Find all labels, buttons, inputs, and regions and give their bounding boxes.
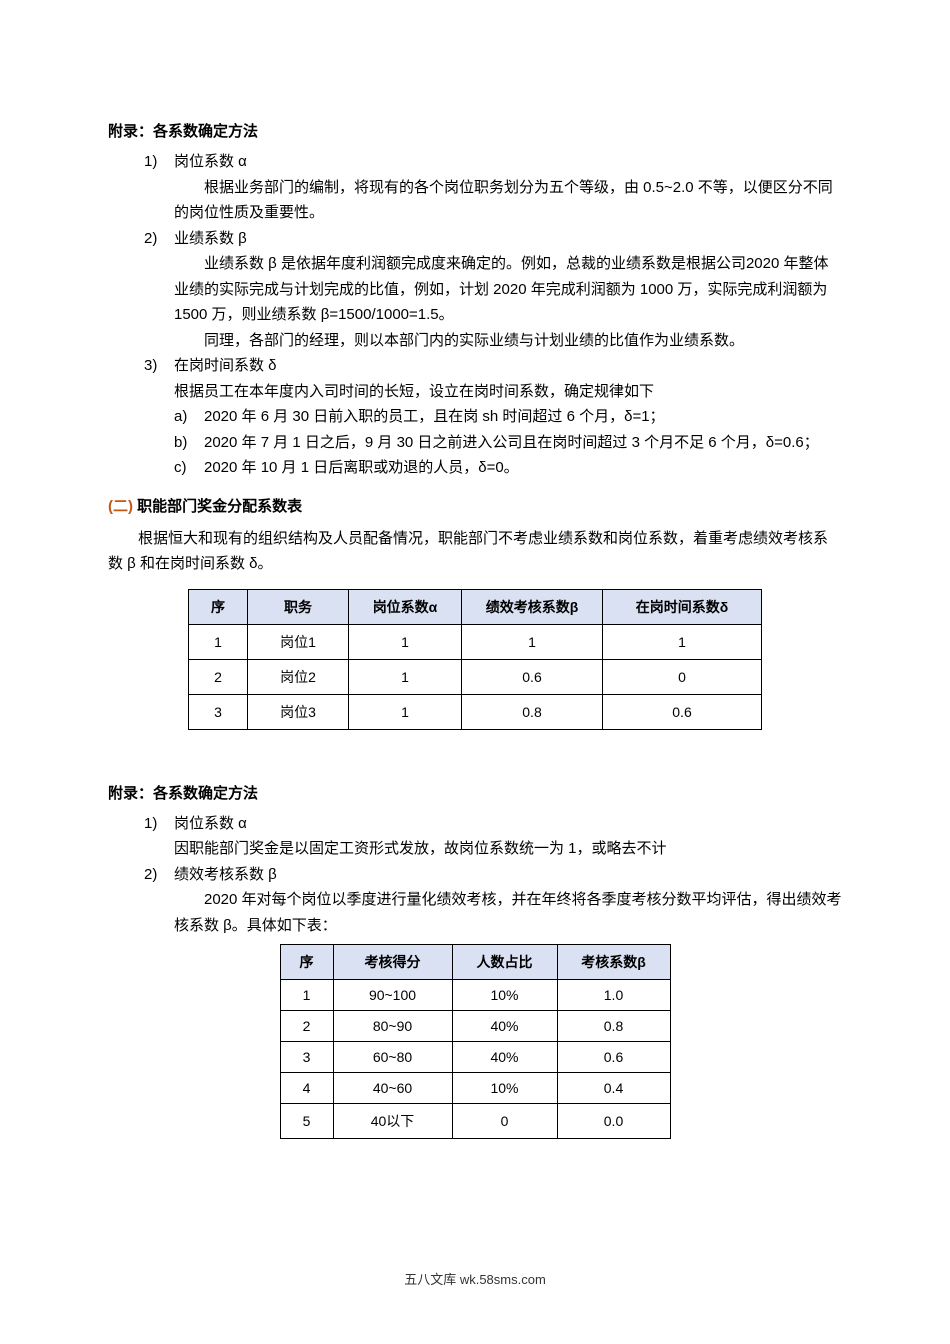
- item-name: 岗位系数 α: [174, 811, 842, 837]
- table-cell: 10%: [452, 980, 557, 1011]
- sub-ordinal: b): [174, 430, 204, 456]
- table-header-row: 序 职务 岗位系数α 绩效考核系数β 在岗时间系数δ: [189, 589, 762, 624]
- appendix2-item-2: 2) 绩效考核系数 β: [144, 862, 842, 888]
- appendix2-item-1: 1) 岗位系数 α: [144, 811, 842, 837]
- table-cell: 0.0: [557, 1104, 670, 1139]
- appendix1-item3-sub-a: a) 2020 年 6 月 30 日前入职的员工，且在岗 sh 时间超过 6 个…: [174, 404, 842, 430]
- coeff-table-2: 序 考核得分 人数占比 考核系数β 190~10010%1.0280~9040%…: [280, 944, 671, 1139]
- item-ordinal: 1): [144, 811, 174, 837]
- appendix2-title: 附录：各系数确定方法: [108, 782, 842, 803]
- table-cell: 0: [603, 659, 762, 694]
- appendix1-item-3: 3) 在岗时间系数 δ: [144, 353, 842, 379]
- appendix1-item2-para2: 同理，各部门的经理，则以本部门内的实际业绩与计划业绩的比值作为业绩系数。: [174, 328, 842, 354]
- table-cell: 0.8: [557, 1011, 670, 1042]
- col-header: 考核系数β: [557, 945, 670, 980]
- item-ordinal: 3): [144, 353, 174, 379]
- section2-intro: 根据恒大和现有的组织结构及人员配备情况，职能部门不考虑业绩系数和岗位系数，着重考…: [108, 526, 842, 577]
- appendix1-item-2: 2) 业绩系数 β: [144, 226, 842, 252]
- table-cell: 10%: [452, 1073, 557, 1104]
- table-cell: 0.6: [557, 1042, 670, 1073]
- table-cell: 1: [462, 624, 603, 659]
- table-cell: 90~100: [333, 980, 452, 1011]
- sub-ordinal: a): [174, 404, 204, 430]
- table-cell: 40以下: [333, 1104, 452, 1139]
- table-cell: 0.8: [462, 694, 603, 729]
- table-header-row: 序 考核得分 人数占比 考核系数β: [280, 945, 670, 980]
- table-row: 280~9040%0.8: [280, 1011, 670, 1042]
- col-header: 绩效考核系数β: [462, 589, 603, 624]
- table-cell: 4: [280, 1073, 333, 1104]
- sub-text: 2020 年 7 月 1 日之后，9 月 30 日之前进入公司且在岗时间超过 3…: [204, 430, 842, 456]
- table-cell: 0.6: [462, 659, 603, 694]
- table-cell: 80~90: [333, 1011, 452, 1042]
- table-cell: 1: [349, 659, 462, 694]
- col-header: 在岗时间系数δ: [603, 589, 762, 624]
- table-cell: 5: [280, 1104, 333, 1139]
- table-cell: 3: [280, 1042, 333, 1073]
- section2-title: (二) 职能部门奖金分配系数表: [108, 495, 842, 516]
- item-name: 绩效考核系数 β: [174, 862, 842, 888]
- appendix1-item3-intro: 根据员工在本年度内入司时间的长短，设立在岗时间系数，确定规律如下: [174, 379, 842, 405]
- table-cell: 1: [603, 624, 762, 659]
- col-header: 岗位系数α: [349, 589, 462, 624]
- table-cell: 60~80: [333, 1042, 452, 1073]
- table-cell: 1.0: [557, 980, 670, 1011]
- table-cell: 岗位2: [248, 659, 349, 694]
- table-cell: 0.6: [603, 694, 762, 729]
- table-cell: 2: [189, 659, 248, 694]
- appendix2-item2-para: 2020 年对每个岗位以季度进行量化绩效考核，并在年终将各季度考核分数平均评估，…: [174, 887, 842, 938]
- table-row: 1岗位1111: [189, 624, 762, 659]
- table-cell: 1: [280, 980, 333, 1011]
- table-cell: 0.4: [557, 1073, 670, 1104]
- appendix1-title: 附录：各系数确定方法: [108, 120, 842, 141]
- table-row: 3岗位310.80.6: [189, 694, 762, 729]
- appendix1-item3-sub-b: b) 2020 年 7 月 1 日之后，9 月 30 日之前进入公司且在岗时间超…: [174, 430, 842, 456]
- table-cell: 40~60: [333, 1073, 452, 1104]
- appendix1-item-1: 1) 岗位系数 α: [144, 149, 842, 175]
- section2-title-text: 职能部门奖金分配系数表: [137, 498, 302, 515]
- sub-ordinal: c): [174, 455, 204, 481]
- section2-ordinal: (二): [108, 498, 137, 515]
- coeff-table-1: 序 职务 岗位系数α 绩效考核系数β 在岗时间系数δ 1岗位11112岗位210…: [188, 589, 762, 730]
- appendix2-item1-para: 因职能部门奖金是以固定工资形式发放，故岗位系数统一为 1，或略去不计: [174, 836, 842, 862]
- table-cell: 1: [189, 624, 248, 659]
- item-name: 业绩系数 β: [174, 226, 842, 252]
- item-ordinal: 2): [144, 862, 174, 888]
- appendix1-item2-para1: 业绩系数 β 是依据年度利润额完成度来确定的。例如，总裁的业绩系数是根据公司20…: [174, 251, 842, 328]
- table-row: 190~10010%1.0: [280, 980, 670, 1011]
- col-header: 考核得分: [333, 945, 452, 980]
- item-name: 在岗时间系数 δ: [174, 353, 842, 379]
- sub-text: 2020 年 6 月 30 日前入职的员工，且在岗 sh 时间超过 6 个月，δ…: [204, 404, 842, 430]
- page-footer: 五八文库 wk.58sms.com: [0, 1269, 950, 1288]
- table-cell: 3: [189, 694, 248, 729]
- table-cell: 1: [349, 694, 462, 729]
- col-header: 人数占比: [452, 945, 557, 980]
- table-row: 440~6010%0.4: [280, 1073, 670, 1104]
- item-name: 岗位系数 α: [174, 149, 842, 175]
- table-cell: 40%: [452, 1011, 557, 1042]
- item-ordinal: 2): [144, 226, 174, 252]
- table-row: 360~8040%0.6: [280, 1042, 670, 1073]
- table-cell: 岗位1: [248, 624, 349, 659]
- col-header: 职务: [248, 589, 349, 624]
- table-cell: 2: [280, 1011, 333, 1042]
- table-cell: 40%: [452, 1042, 557, 1073]
- document-page: 附录：各系数确定方法 1) 岗位系数 α 根据业务部门的编制，将现有的各个岗位职…: [0, 0, 950, 1344]
- table-row: 2岗位210.60: [189, 659, 762, 694]
- sub-text: 2020 年 10 月 1 日后离职或劝退的人员，δ=0。: [204, 455, 842, 481]
- col-header: 序: [189, 589, 248, 624]
- table-row: 540以下00.0: [280, 1104, 670, 1139]
- table-cell: 岗位3: [248, 694, 349, 729]
- appendix1-item3-sub-c: c) 2020 年 10 月 1 日后离职或劝退的人员，δ=0。: [174, 455, 842, 481]
- table-cell: 0: [452, 1104, 557, 1139]
- item-ordinal: 1): [144, 149, 174, 175]
- table-cell: 1: [349, 624, 462, 659]
- spacer: [108, 746, 842, 782]
- col-header: 序: [280, 945, 333, 980]
- appendix1-item1-para: 根据业务部门的编制，将现有的各个岗位职务划分为五个等级，由 0.5~2.0 不等…: [174, 175, 842, 226]
